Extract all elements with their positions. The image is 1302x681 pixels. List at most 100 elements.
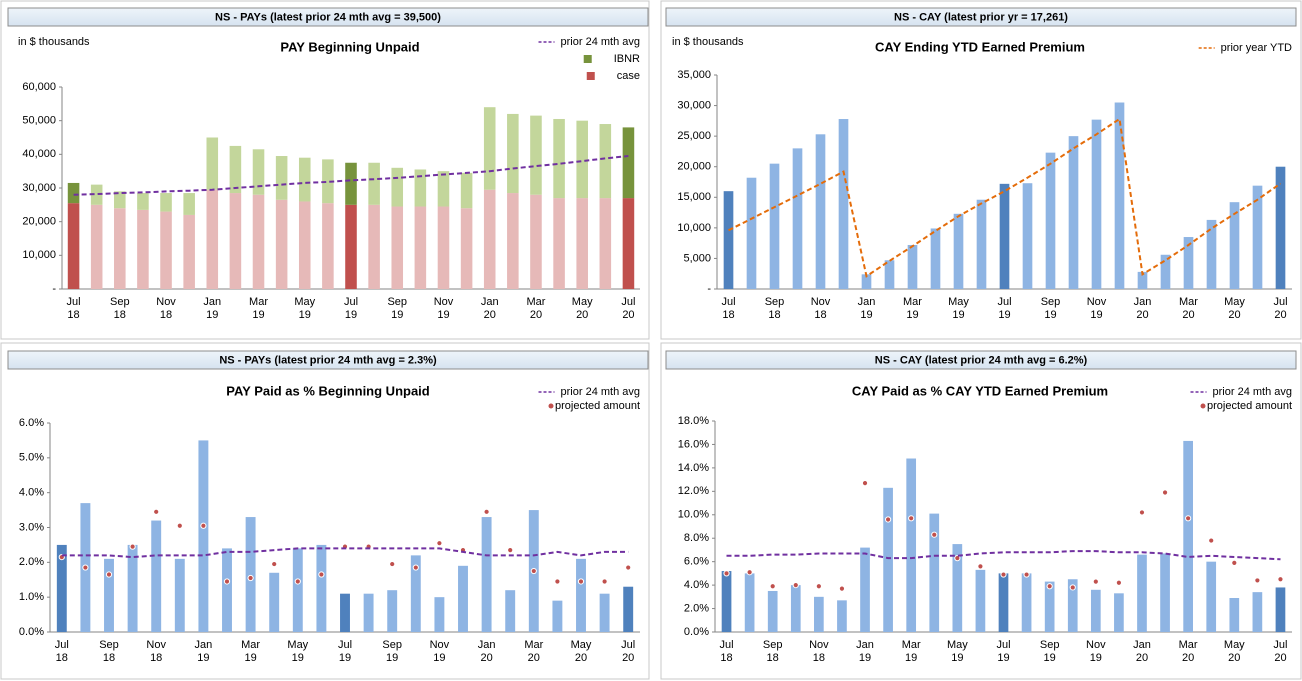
bar bbox=[245, 517, 256, 632]
bar bbox=[1160, 254, 1171, 289]
x-tick-label: Jul 19 bbox=[337, 639, 353, 664]
bar bbox=[952, 544, 963, 632]
bar bbox=[1114, 593, 1124, 632]
bar bbox=[530, 194, 542, 289]
x-tick-label: Sep 18 bbox=[764, 296, 785, 321]
bar bbox=[884, 260, 895, 289]
bar bbox=[1229, 598, 1240, 632]
bar bbox=[746, 177, 757, 289]
y-tick-label: 20,000 bbox=[677, 161, 711, 173]
projected-point bbox=[1277, 576, 1284, 583]
bar bbox=[1160, 553, 1170, 632]
avg-line bbox=[73, 155, 629, 196]
bar bbox=[1067, 579, 1078, 632]
bar bbox=[458, 565, 468, 632]
x-tick-label: Mar 20 bbox=[1179, 296, 1198, 321]
bar bbox=[907, 244, 918, 289]
projected-point bbox=[271, 560, 278, 568]
bar bbox=[553, 118, 565, 199]
projected-point bbox=[129, 543, 136, 550]
x-tick-label: May 20 bbox=[1223, 639, 1245, 664]
projected-point bbox=[153, 508, 160, 515]
y-tick-label: 4.0% bbox=[19, 487, 44, 499]
y-tick-label: 40,000 bbox=[22, 148, 56, 160]
bar bbox=[391, 167, 404, 207]
bar bbox=[930, 228, 941, 289]
bar bbox=[576, 558, 586, 632]
y-tick-label: 5.0% bbox=[19, 452, 44, 464]
projected-point bbox=[977, 563, 984, 570]
bar bbox=[298, 201, 311, 289]
bar bbox=[792, 148, 803, 289]
x-tick-label: Jul 20 bbox=[1273, 639, 1288, 664]
bar bbox=[721, 571, 732, 632]
projected-point bbox=[436, 540, 443, 547]
bar bbox=[837, 600, 847, 632]
x-tick-label: Mar 20 bbox=[524, 639, 544, 664]
unit-label: in $ thousands bbox=[18, 36, 90, 48]
projected-point bbox=[1000, 571, 1007, 578]
y-tick-label: - bbox=[52, 283, 56, 295]
x-tick-label: Jul 19 bbox=[997, 296, 1012, 321]
x-tick-label: Sep 19 bbox=[1040, 296, 1061, 321]
projected-point bbox=[530, 567, 537, 575]
y-tick-label: 0.0% bbox=[684, 626, 709, 638]
bar bbox=[437, 206, 450, 289]
y-tick-label: 20,000 bbox=[22, 216, 56, 228]
bar bbox=[481, 517, 492, 632]
bar bbox=[553, 198, 565, 289]
y-tick-label: 6.0% bbox=[19, 417, 44, 429]
bar bbox=[1137, 271, 1148, 289]
bar bbox=[998, 573, 1009, 632]
x-tick-label: Mar 20 bbox=[1178, 639, 1198, 664]
bar bbox=[1183, 440, 1193, 632]
projected-point bbox=[1254, 577, 1261, 584]
x-tick-label: Jan 19 bbox=[194, 639, 213, 664]
bar bbox=[322, 203, 334, 289]
legend-label: prior 24 mth avg bbox=[561, 36, 640, 48]
projected-point bbox=[815, 583, 822, 590]
y-tick-label: 18.0% bbox=[678, 415, 709, 427]
legend-label: prior 24 mth avg bbox=[561, 386, 640, 398]
y-tick-label: 25,000 bbox=[677, 130, 711, 142]
projected-point bbox=[1185, 515, 1192, 522]
panel-header: NS - PAYs (latest prior 24 mth avg = 2.3… bbox=[219, 354, 437, 366]
projected-point bbox=[105, 571, 113, 578]
y-tick-label: 14.0% bbox=[678, 462, 709, 474]
x-tick-label: Jan 19 bbox=[856, 639, 874, 664]
y-tick-label: 30,000 bbox=[22, 182, 56, 194]
projected-point bbox=[792, 582, 799, 589]
x-tick-label: Sep 19 bbox=[1039, 639, 1060, 664]
bar bbox=[1068, 136, 1079, 289]
bar bbox=[363, 593, 374, 632]
bar bbox=[56, 544, 67, 632]
bar bbox=[460, 208, 473, 289]
panel-header: NS - CAY (latest prior 24 mth avg = 6.2%… bbox=[875, 354, 1088, 366]
x-tick-label: Nov 19 bbox=[433, 296, 454, 321]
x-tick-label: Nov 19 bbox=[1086, 639, 1106, 664]
bar bbox=[368, 162, 380, 205]
bar bbox=[976, 199, 987, 289]
x-tick-label: May 20 bbox=[570, 639, 592, 664]
x-tick-label: Nov 19 bbox=[429, 639, 450, 664]
bar bbox=[838, 119, 849, 289]
header-bar bbox=[665, 7, 1297, 27]
bar bbox=[623, 586, 634, 632]
projected-point bbox=[601, 578, 608, 585]
bar bbox=[860, 547, 870, 632]
projected-point bbox=[908, 515, 915, 522]
legend-label: projected amount bbox=[1207, 400, 1292, 412]
x-tick-label: Jan 19 bbox=[857, 296, 876, 321]
bar bbox=[769, 163, 780, 289]
y-tick-label: 2.0% bbox=[19, 556, 44, 568]
legend-label: case bbox=[617, 70, 640, 82]
projected-point bbox=[625, 564, 632, 571]
bar bbox=[114, 208, 126, 289]
y-tick-label: 1.0% bbox=[19, 591, 44, 603]
x-tick-label: Mar 19 bbox=[241, 639, 261, 664]
y-tick-label: 2.0% bbox=[684, 602, 709, 614]
x-tick-label: Jul 18 bbox=[66, 296, 81, 321]
bar bbox=[269, 572, 280, 632]
legend-swatch bbox=[548, 403, 554, 409]
